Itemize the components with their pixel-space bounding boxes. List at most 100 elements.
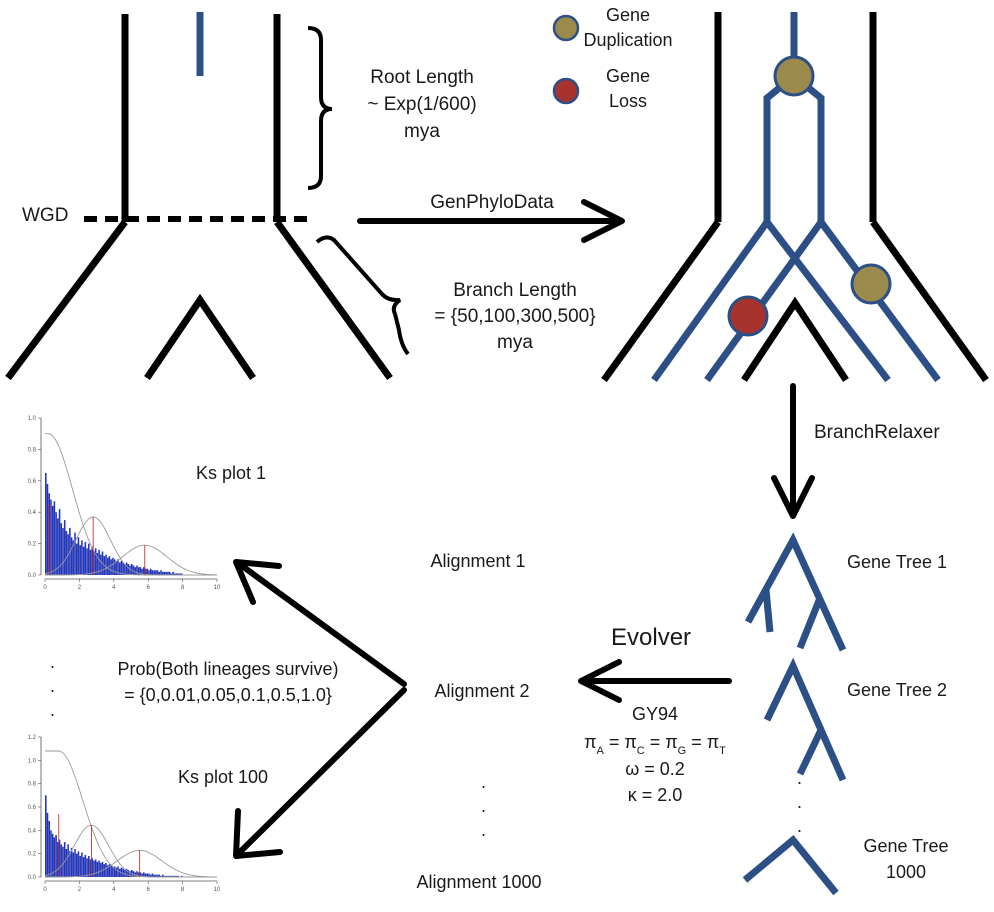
ks-bar <box>88 543 90 575</box>
ks-bar <box>62 846 64 877</box>
duplication-legend-icon <box>552 14 580 42</box>
ks-bar <box>168 571 171 575</box>
ks-bar <box>177 573 180 575</box>
ks-bar <box>51 505 54 575</box>
root-length-brace <box>307 26 333 190</box>
ks-bar <box>125 562 128 575</box>
ks-bar <box>53 501 56 575</box>
ks-bar <box>57 842 59 877</box>
ks-bar <box>146 568 149 575</box>
ks-bar <box>106 557 109 575</box>
ks-bar <box>98 549 100 575</box>
genphylodata-label: GenPhyloData <box>430 192 554 213</box>
ks-bar <box>77 851 80 877</box>
ks-bar <box>96 861 99 877</box>
ks-bar <box>141 873 143 877</box>
ks-x-tick-label: 10 <box>214 585 221 591</box>
gene-tree-2-label: Gene Tree 2 <box>847 680 947 700</box>
ks-bar <box>149 568 152 575</box>
ks-y-tick-label: 0.4 <box>28 510 37 516</box>
ks-bar <box>110 559 112 575</box>
ks-bar <box>112 557 114 575</box>
root-length-unit: mya <box>404 121 440 142</box>
ks-bar <box>172 571 174 575</box>
gene-tree-1-label: Gene Tree 1 <box>847 552 947 572</box>
ks-bar <box>179 573 181 575</box>
species-tree-left <box>5 12 393 381</box>
ks-bar <box>69 851 71 877</box>
ks-bar <box>132 565 135 575</box>
ks-bar <box>45 795 47 877</box>
alignment-2-label: Alignment 2 <box>434 681 529 701</box>
ks-bar <box>118 562 121 575</box>
gene-tree-2 <box>763 657 847 782</box>
ks-bar <box>148 570 150 575</box>
ks-bar <box>46 483 49 575</box>
ks-bar <box>100 554 102 575</box>
ks-bar <box>84 854 87 877</box>
ks-bar <box>115 867 118 877</box>
ks-y-tick-label: 0.6 <box>28 479 37 485</box>
ks-bar <box>50 499 52 575</box>
branchrelaxer-arrow <box>771 383 815 519</box>
ks-bar <box>86 858 88 877</box>
ks-bar <box>134 567 137 575</box>
ks-bar <box>94 548 97 575</box>
ks-dot-3: . <box>50 700 55 720</box>
ks-bar <box>124 870 126 877</box>
species-inner-subtree <box>741 296 849 382</box>
ks-bar <box>79 545 81 575</box>
ks-bar <box>65 531 68 575</box>
ks-bar <box>165 571 167 575</box>
ks-bar <box>115 560 118 575</box>
ks-bar <box>165 875 167 877</box>
ks-bar <box>89 859 92 877</box>
loss-legend-label-2: Loss <box>609 91 647 111</box>
ks-x-tick-label: 0 <box>43 887 47 893</box>
ks-bar <box>180 875 183 877</box>
ks-y-tick-label: 1.2 <box>28 735 37 741</box>
ks-density-curve <box>45 849 217 878</box>
ks-bar <box>62 527 64 575</box>
ks-y-tick-label: 0.6 <box>28 805 37 811</box>
loss-legend-icon <box>552 77 580 105</box>
arrow-to-ks-plot-100 <box>233 687 407 859</box>
ks-y-tick-label: 0.4 <box>28 828 37 834</box>
ks-bar <box>127 564 130 575</box>
ks-bar <box>103 864 106 877</box>
ks-bar <box>137 872 140 877</box>
genphylodata-arrow <box>357 199 625 243</box>
evolver-arrow <box>578 659 732 703</box>
arrow-to-ks-plot-1 <box>233 559 407 687</box>
ks-x-tick-label: 2 <box>78 585 82 591</box>
duplication-legend-label-2: Duplication <box>583 30 672 50</box>
ks-bar <box>81 540 83 575</box>
ks-bar <box>167 875 169 877</box>
ks-bar <box>108 556 111 575</box>
ks-bar <box>168 875 171 877</box>
gene-tree-dot-2: . <box>797 792 802 812</box>
branch-length-brace <box>315 235 410 356</box>
ks-bar <box>112 866 114 877</box>
ks-bar <box>155 874 157 877</box>
ks-bar <box>155 570 157 575</box>
ks-density-curve <box>44 516 217 576</box>
ks-bar <box>113 559 116 575</box>
ks-bar <box>143 567 145 575</box>
ks-bar <box>75 853 78 877</box>
ks-x-tick-label: 6 <box>147 585 151 591</box>
ks-y-tick-label: 0.8 <box>28 447 37 453</box>
branch-length-unit: mya <box>497 332 533 353</box>
ks-bar <box>60 523 63 575</box>
branch-length-label: Branch Length <box>453 280 577 301</box>
species-right-outer <box>870 219 989 383</box>
ks-bar <box>139 872 142 877</box>
ks-bar <box>153 570 155 575</box>
ks-bar <box>74 849 76 877</box>
prob-survive-values: = {0,0.01,0.05,0.1,0.5,1.0} <box>124 685 332 705</box>
gene-tree-1 <box>744 532 847 652</box>
ks-bar <box>174 875 176 877</box>
alignment-dot-3: . <box>481 820 486 840</box>
ks-bar <box>81 852 83 877</box>
ks-bar <box>167 571 169 575</box>
